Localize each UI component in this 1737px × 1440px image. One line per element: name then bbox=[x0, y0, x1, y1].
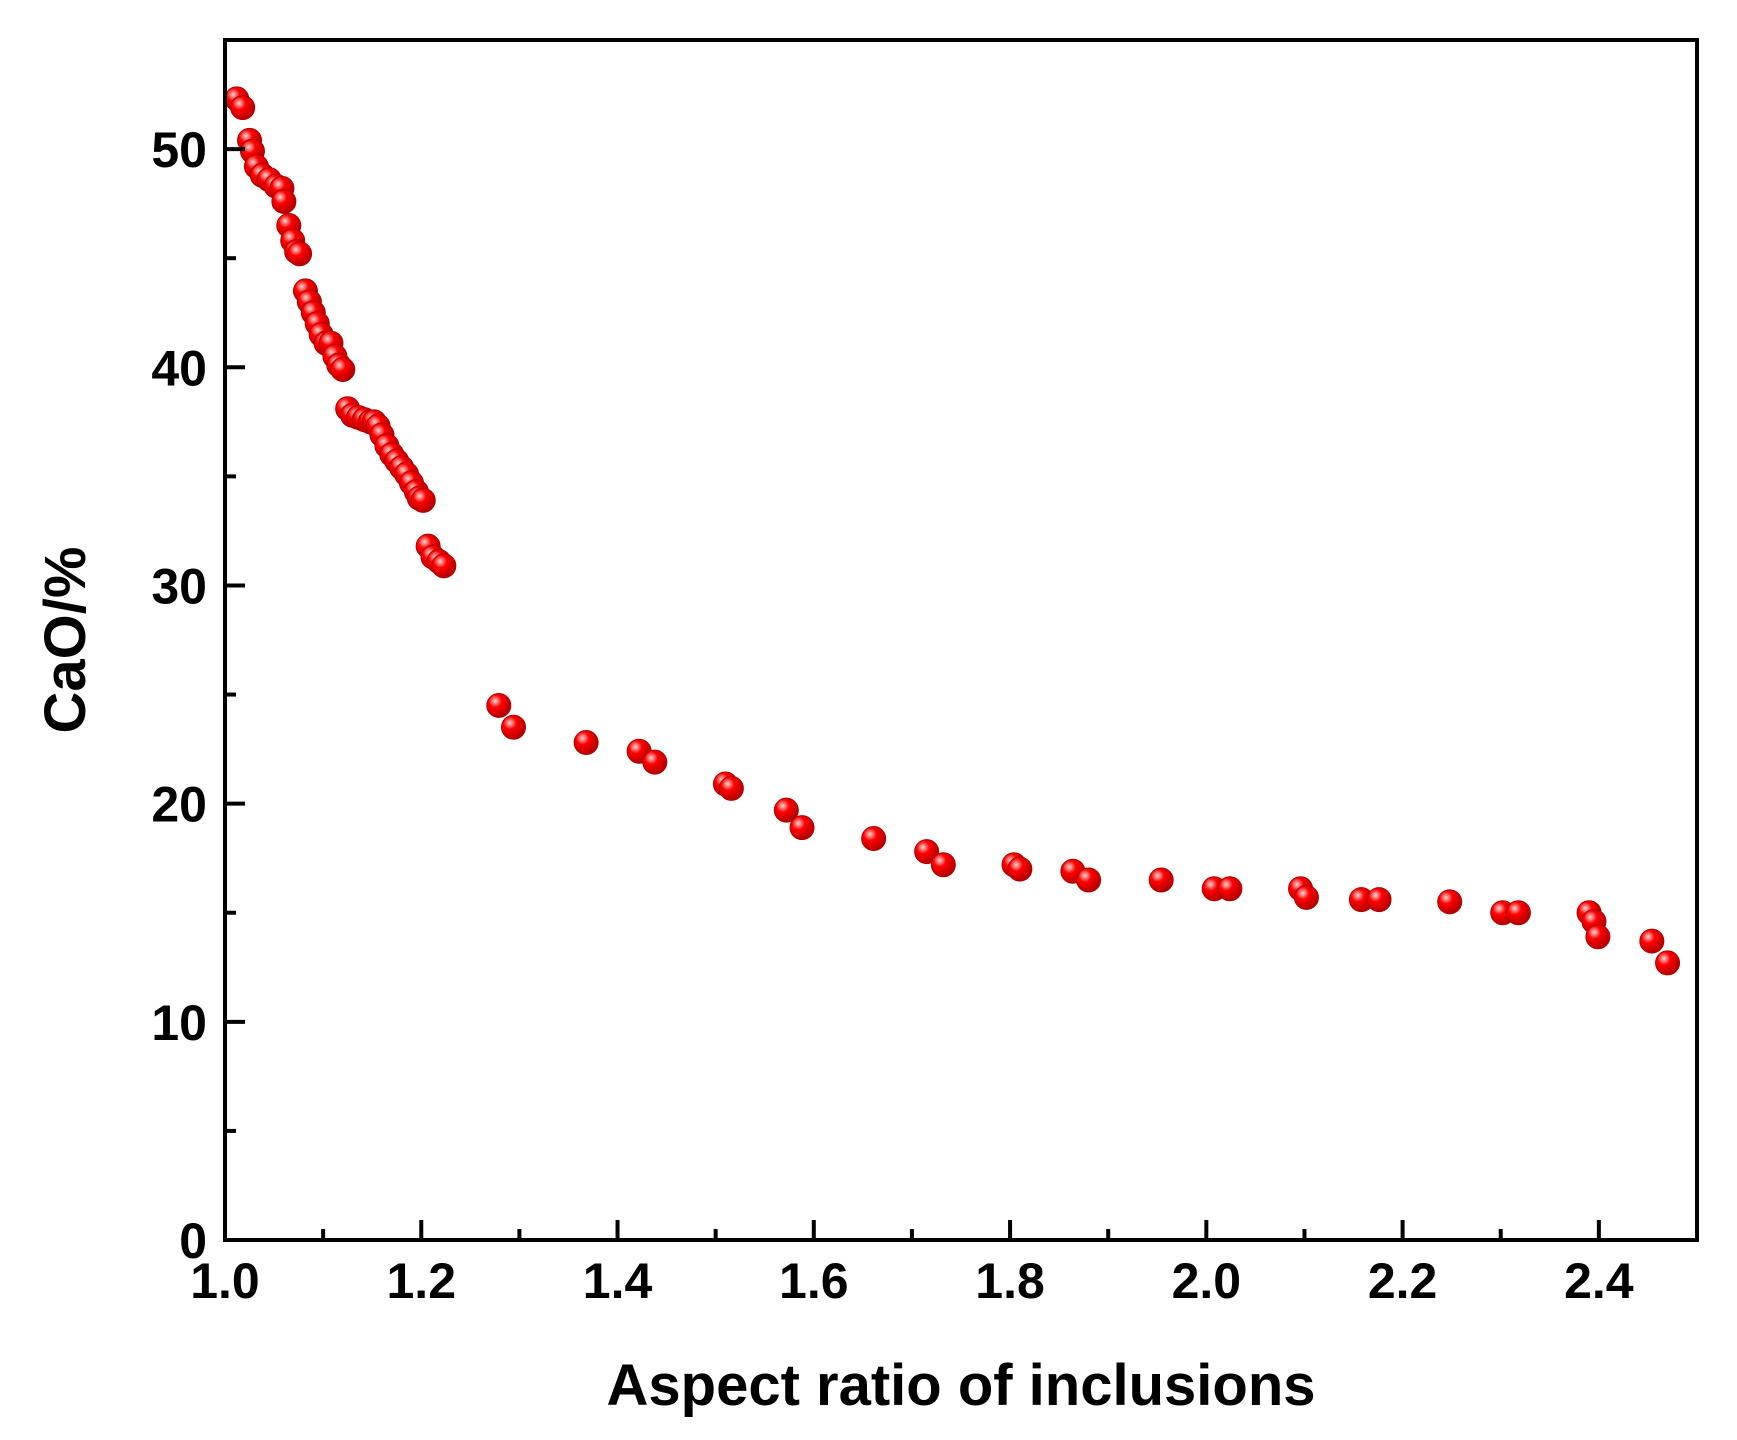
data-point bbox=[486, 692, 512, 718]
data-point bbox=[1655, 950, 1681, 976]
y-tick-label: 0 bbox=[179, 1213, 207, 1269]
y-tick-label: 20 bbox=[151, 777, 207, 833]
data-point bbox=[431, 553, 457, 579]
x-tick-label: 1.6 bbox=[779, 1253, 849, 1309]
data-point bbox=[718, 775, 744, 801]
data-point bbox=[1366, 887, 1392, 913]
data-point bbox=[773, 797, 799, 823]
y-axis-title: CaO/% bbox=[33, 547, 98, 734]
data-point bbox=[410, 487, 436, 513]
plot-frame bbox=[223, 38, 1699, 1242]
data-point bbox=[230, 95, 256, 121]
data-point bbox=[501, 714, 527, 740]
x-axis-ticks: 1.0 1.2 1.4 1.6 1.8 2.0 2.2 2.4 bbox=[190, 1220, 1634, 1309]
data-point bbox=[1437, 889, 1463, 915]
x-tick-label: 1.8 bbox=[975, 1253, 1045, 1309]
y-tick-label: 40 bbox=[151, 340, 207, 396]
data-point bbox=[330, 356, 356, 382]
data-point bbox=[1505, 900, 1531, 926]
data-point bbox=[1585, 924, 1611, 950]
x-tick-label: 2.0 bbox=[1172, 1253, 1242, 1309]
data-point bbox=[573, 730, 599, 756]
y-tick-label: 30 bbox=[151, 558, 207, 614]
x-tick-label: 1.2 bbox=[387, 1253, 457, 1309]
data-point bbox=[271, 188, 297, 214]
x-tick-label: 2.2 bbox=[1368, 1253, 1438, 1309]
data-point bbox=[642, 749, 668, 775]
x-tick-label: 1.4 bbox=[583, 1253, 653, 1309]
data-point bbox=[1639, 928, 1665, 954]
data-point bbox=[1148, 867, 1174, 893]
x-tick-label: 1.0 bbox=[190, 1253, 260, 1309]
data-point bbox=[914, 839, 940, 865]
data-points-layer bbox=[224, 86, 1681, 976]
data-point bbox=[930, 852, 956, 878]
data-point bbox=[861, 826, 887, 852]
data-point bbox=[287, 241, 313, 267]
data-point bbox=[1007, 856, 1033, 882]
data-point bbox=[1293, 884, 1319, 910]
y-tick-label: 10 bbox=[151, 995, 207, 1051]
data-point bbox=[1217, 876, 1243, 902]
data-point bbox=[1076, 867, 1102, 893]
x-tick-label: 2.4 bbox=[1564, 1253, 1634, 1309]
x-axis-title: Aspect ratio of inclusions bbox=[607, 1353, 1316, 1418]
y-tick-label: 50 bbox=[151, 122, 207, 178]
y-axis-ticks: 0 10 20 30 40 50 bbox=[151, 122, 245, 1269]
data-point bbox=[789, 815, 815, 841]
